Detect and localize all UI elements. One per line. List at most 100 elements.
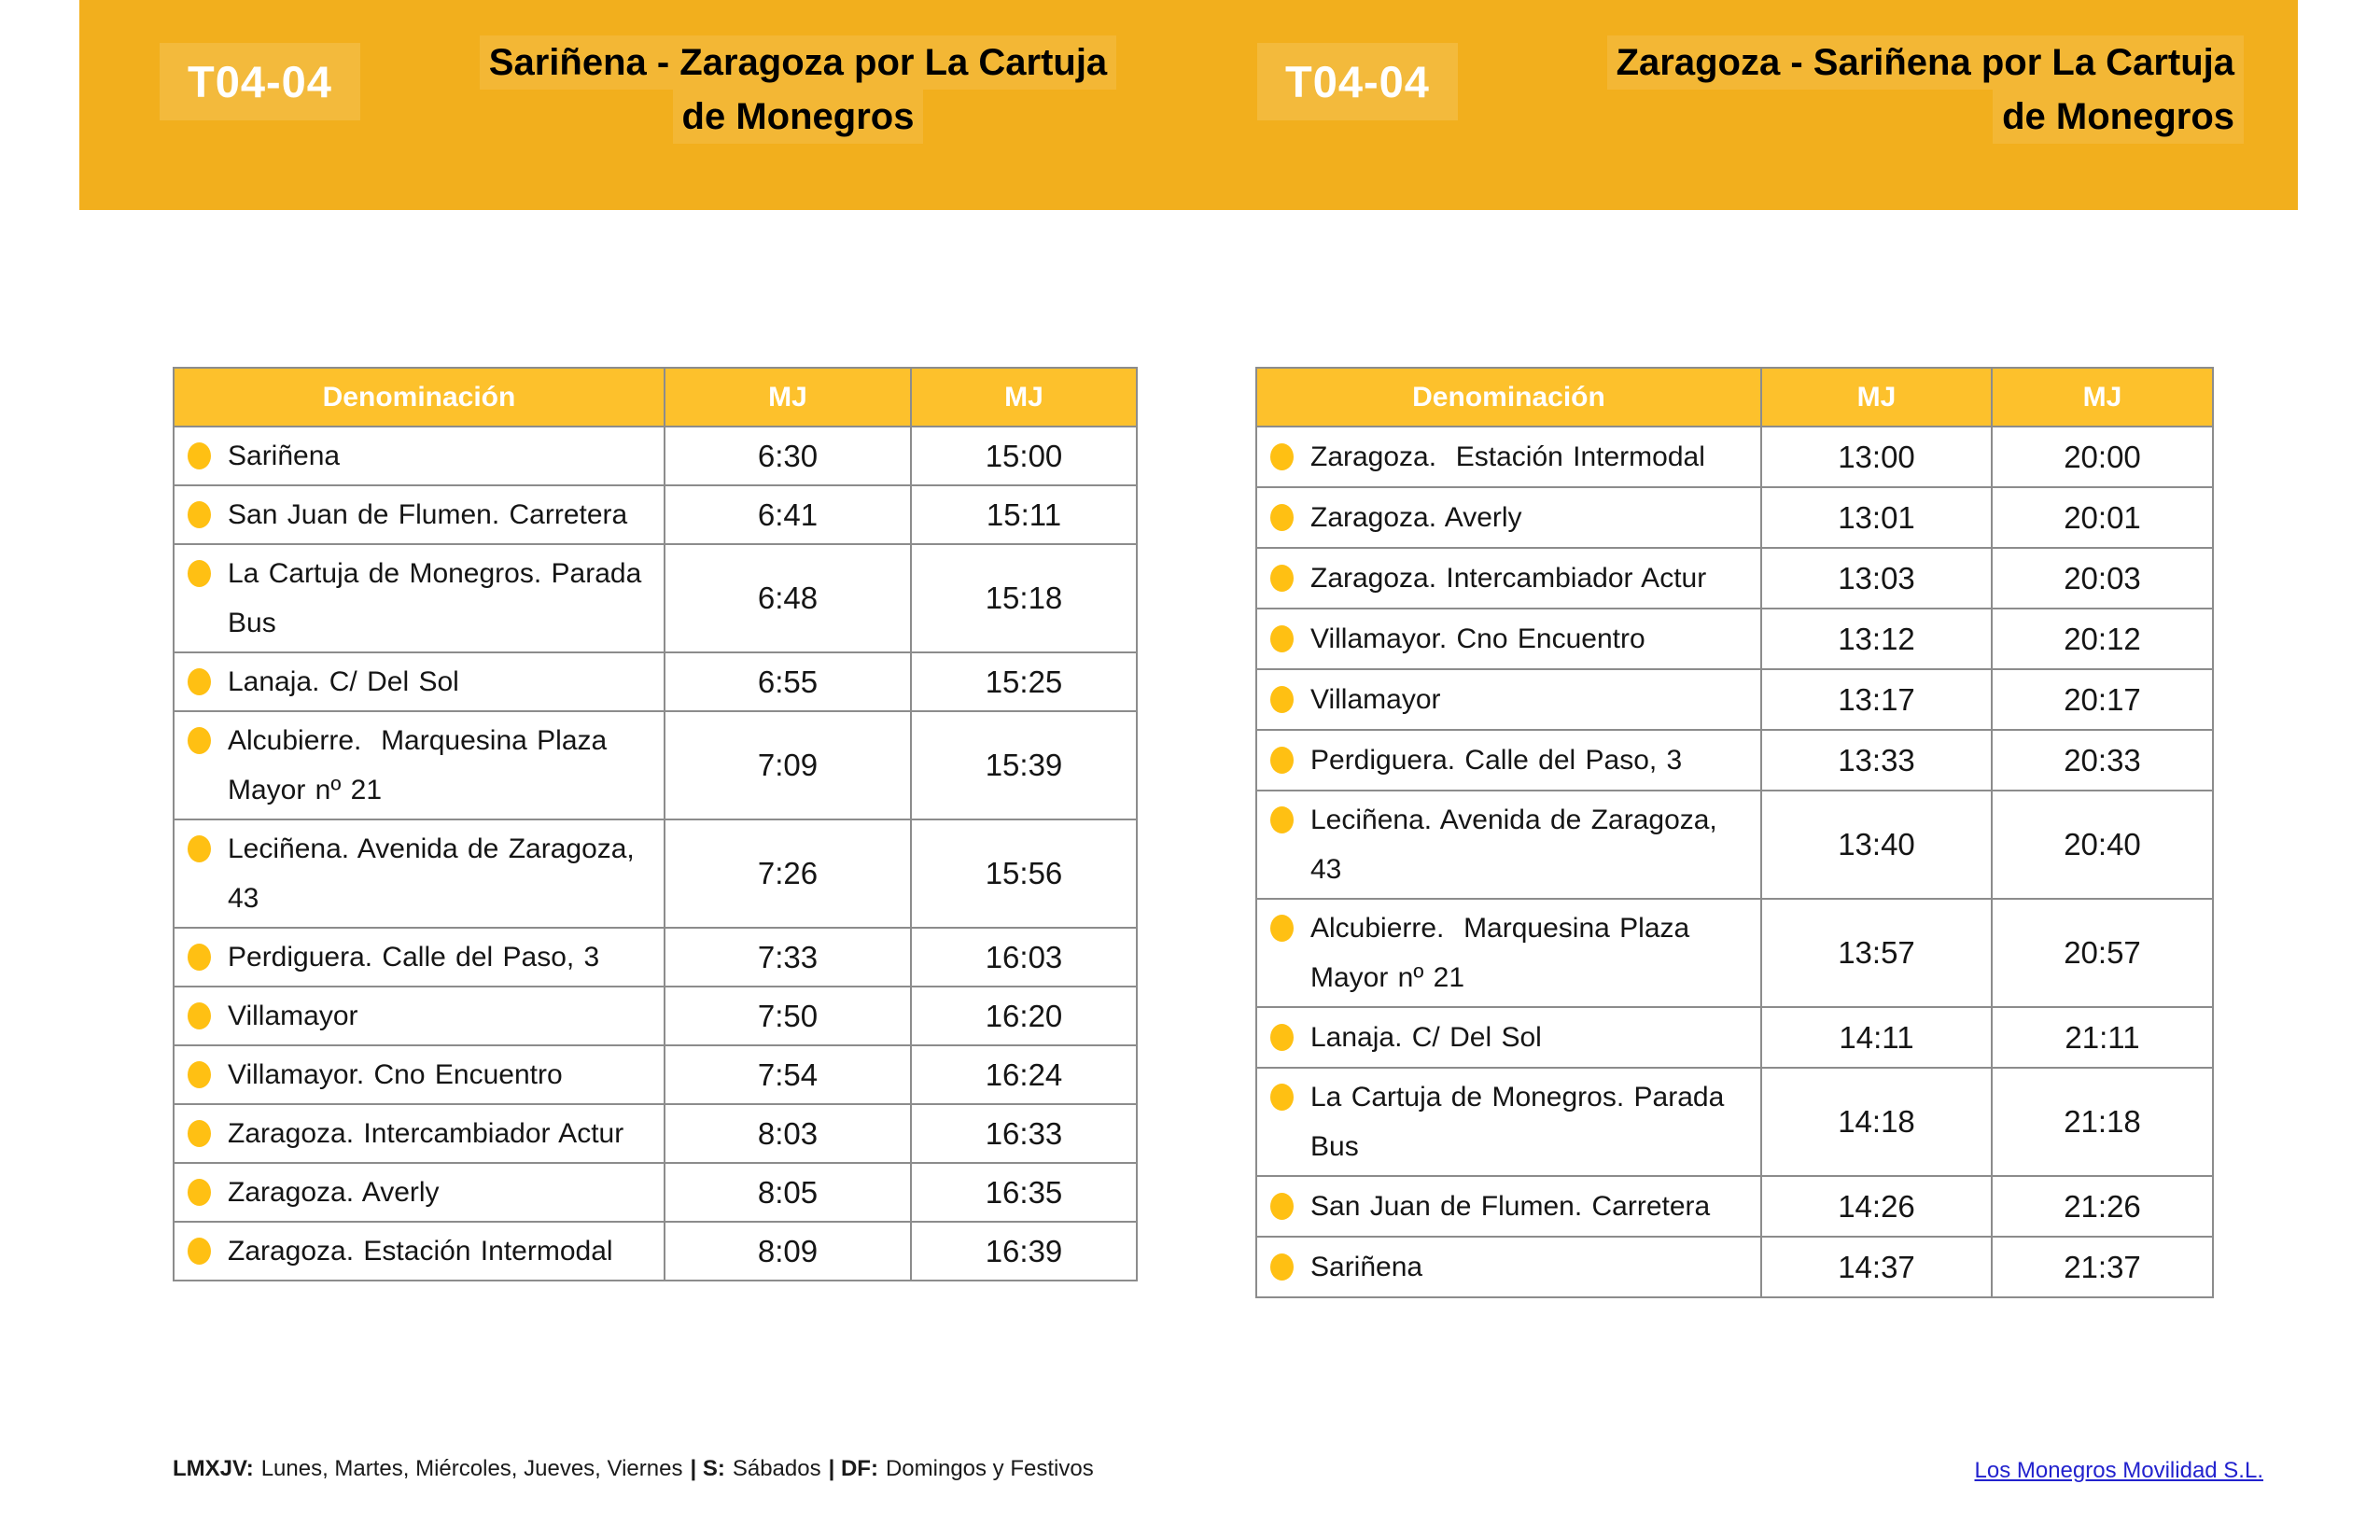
stop-bullet-icon	[1270, 747, 1294, 774]
departure-time-2: 15:39	[910, 710, 1138, 820]
table-row: Lanaja. C/ Del Sol 6:55 15:25	[173, 651, 1138, 712]
departure-time-2: 20:57	[1991, 898, 2214, 1008]
route-code-right: T04-04	[1257, 43, 1458, 120]
departure-time-1: 8:03	[664, 1103, 912, 1164]
departure-time-2: 15:00	[910, 426, 1138, 486]
departure-time-2: 16:03	[910, 927, 1138, 987]
stop-name: La Cartuja de Monegros. Parada Bus	[228, 558, 651, 638]
stop-cell: San Juan de Flumen. Carretera	[1255, 1175, 1762, 1238]
departure-time-2: 21:26	[1991, 1175, 2214, 1238]
stop-name: Zaragoza. Estación Intermodal	[228, 1236, 613, 1267]
column-header-mj-1: MJ	[1760, 367, 1993, 427]
stop-name: Zaragoza. Estación Intermodal	[1310, 441, 1705, 472]
route-title-right-line2: de Monegros	[1993, 90, 2244, 144]
table-row: Zaragoza. Estación Intermodal 8:09 16:39	[173, 1221, 1138, 1281]
stop-name: Villamayor. Cno Encuentro	[228, 1059, 563, 1090]
departure-time-2: 20:12	[1991, 608, 2214, 670]
departure-time-2: 16:35	[910, 1162, 1138, 1223]
stop-bullet-icon	[188, 1002, 211, 1029]
table-row: Leciñena. Avenida de Zaragoza, 43 13:40 …	[1255, 790, 2214, 900]
departure-time-2: 16:39	[910, 1221, 1138, 1281]
route-title-left-line1: Sariñena - Zaragoza por La Cartuja	[479, 35, 1117, 90]
stop-bullet-icon	[188, 501, 211, 528]
stop-name: San Juan de Flumen. Carretera	[1310, 1191, 1711, 1222]
departure-time-2: 20:33	[1991, 729, 2214, 791]
column-header-denominacion: Denominación	[1255, 367, 1762, 427]
table-row: Sariñena 14:37 21:37	[1255, 1236, 2214, 1298]
departure-time-2: 20:03	[1991, 547, 2214, 609]
departure-time-2: 21:18	[1991, 1067, 2214, 1177]
stop-name: Villamayor. Cno Encuentro	[1310, 623, 1645, 654]
stop-bullet-icon	[188, 560, 211, 587]
stop-name: Leciñena. Avenida de Zaragoza, 43	[228, 833, 645, 914]
stop-name: Villamayor	[228, 1001, 358, 1031]
departure-time-1: 7:26	[664, 819, 912, 929]
stop-cell: Zaragoza. Intercambiador Actur	[173, 1103, 665, 1164]
stop-bullet-icon	[188, 944, 211, 971]
table-row: Zaragoza. Intercambiador Actur 13:03 20:…	[1255, 547, 2214, 609]
timetable-body: Sariñena 6:30 15:00 San Juan de Flumen. …	[173, 426, 1138, 1281]
departure-time-1: 8:09	[664, 1221, 912, 1281]
column-header-mj-1: MJ	[664, 367, 912, 427]
stop-bullet-icon	[1270, 504, 1294, 531]
departure-time-1: 13:33	[1760, 729, 1993, 791]
table-row: Lanaja. C/ Del Sol 14:11 21:11	[1255, 1006, 2214, 1069]
departure-time-2: 20:40	[1991, 790, 2214, 900]
stop-bullet-icon	[188, 727, 211, 754]
departure-time-1: 13:17	[1760, 668, 1993, 731]
table-row: Perdiguera. Calle del Paso, 3 13:33 20:3…	[1255, 729, 2214, 791]
departure-time-1: 7:09	[664, 710, 912, 820]
table-row: Alcubierre. Marquesina Plaza Mayor nº 21…	[1255, 898, 2214, 1008]
timetable-outbound: Denominación MJ MJ Sariñena 6:30 15:00	[173, 367, 1138, 1281]
stop-name: Alcubierre. Marquesina Plaza Mayor nº 21	[228, 725, 617, 805]
stop-name: Leciñena. Avenida de Zaragoza, 43	[1310, 805, 1728, 885]
stop-name: Zaragoza. Intercambiador Actur	[1310, 563, 1707, 594]
departure-time-2: 20:00	[1991, 426, 2214, 488]
table-row: La Cartuja de Monegros. Parada Bus 6:48 …	[173, 543, 1138, 653]
table-row: Zaragoza. Averly 13:01 20:01	[1255, 486, 2214, 549]
route-title-right-line1: Zaragoza - Sariñena por La Cartuja	[1606, 35, 2244, 90]
departure-time-1: 13:00	[1760, 426, 1993, 488]
departure-time-2: 21:37	[1991, 1236, 2214, 1298]
stop-name: Perdiguera. Calle del Paso, 3	[228, 942, 600, 973]
departure-time-1: 6:30	[664, 426, 912, 486]
table-row: San Juan de Flumen. Carretera 14:26 21:2…	[1255, 1175, 2214, 1238]
stop-name: Zaragoza. Intercambiador Actur	[228, 1118, 624, 1149]
stop-cell: Villamayor	[173, 986, 665, 1046]
departure-time-2: 15:25	[910, 651, 1138, 712]
stop-cell: Leciñena. Avenida de Zaragoza, 43	[173, 819, 665, 929]
stop-cell: Sariñena	[173, 426, 665, 486]
stop-cell: Alcubierre. Marquesina Plaza Mayor nº 21	[1255, 898, 1762, 1008]
stop-bullet-icon	[188, 442, 211, 469]
stop-name: Sariñena	[228, 441, 341, 471]
departure-time-1: 8:05	[664, 1162, 912, 1223]
departure-time-1: 6:55	[664, 651, 912, 712]
stop-bullet-icon	[1270, 443, 1294, 470]
stop-bullet-icon	[188, 1179, 211, 1206]
route-code-left: T04-04	[160, 43, 360, 120]
stop-cell: Perdiguera. Calle del Paso, 3	[1255, 729, 1762, 791]
departure-time-2: 15:18	[910, 543, 1138, 653]
table-row: Villamayor 7:50 16:20	[173, 986, 1138, 1046]
route-title-left-line2: de Monegros	[672, 90, 924, 144]
stop-bullet-icon	[188, 835, 211, 862]
stop-cell: Lanaja. C/ Del Sol	[173, 651, 665, 712]
stop-cell: Lanaja. C/ Del Sol	[1255, 1006, 1762, 1069]
table-row: Zaragoza. Estación Intermodal 13:00 20:0…	[1255, 426, 2214, 488]
table-row: Villamayor. Cno Encuentro 7:54 16:24	[173, 1044, 1138, 1105]
stop-bullet-icon	[188, 668, 211, 695]
column-header-mj-2: MJ	[910, 367, 1138, 427]
stop-cell: Villamayor	[1255, 668, 1762, 731]
legend-note: LMXJV: Lunes, Martes, Miércoles, Jueves, …	[173, 1456, 1101, 1482]
legend-value-weekdays: Lunes, Martes, Miércoles, Jueves, Vierne…	[260, 1456, 683, 1481]
stop-name: San Juan de Flumen. Carretera	[228, 499, 628, 530]
table-row: Alcubierre. Marquesina Plaza Mayor nº 21…	[173, 710, 1138, 820]
stop-cell: Villamayor. Cno Encuentro	[1255, 608, 1762, 670]
departure-time-1: 6:48	[664, 543, 912, 653]
stop-bullet-icon	[1270, 625, 1294, 652]
stop-cell: Alcubierre. Marquesina Plaza Mayor nº 21	[173, 710, 665, 820]
departure-time-1: 14:26	[1760, 1175, 1993, 1238]
table-row: Zaragoza. Intercambiador Actur 8:03 16:3…	[173, 1103, 1138, 1164]
operator-link[interactable]: Los Monegros Movilidad S.L.	[1974, 1458, 2264, 1483]
legend-key-lmxjv: LMXJV:	[173, 1456, 254, 1481]
